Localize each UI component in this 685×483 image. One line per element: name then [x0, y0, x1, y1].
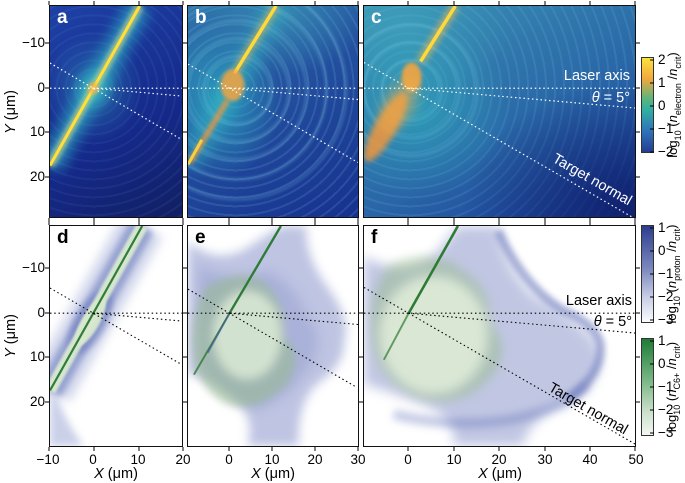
- colorbar-tick-label: −3: [658, 312, 674, 327]
- panel-letter-a: a: [57, 7, 68, 28]
- y-tick-label: 20: [29, 394, 45, 409]
- colorbar-tick-label: −2: [658, 402, 674, 417]
- y-tick-label: −10: [22, 35, 45, 50]
- target-normal-line: [188, 288, 358, 389]
- colorbar-tick-label: 0: [658, 356, 666, 371]
- colorbar-tick-label: −3: [658, 425, 674, 440]
- laser-axis-line: [50, 312, 182, 322]
- y-tick-label: 10: [29, 124, 45, 139]
- colorbar-tick-label: −2: [658, 289, 674, 304]
- carbon-core-cloud: [212, 290, 282, 380]
- x-tick-label: 30: [537, 452, 553, 467]
- colorbar-tick-label: −1: [658, 121, 674, 136]
- laser-axis-line: [188, 312, 358, 326]
- colorbar-tick-label: 2: [658, 52, 666, 67]
- panel-d-art: [50, 226, 182, 446]
- panel-f-ion-heatmap: f: [363, 225, 636, 447]
- colorbar-tick-label: 1: [658, 75, 666, 90]
- wavefront-ripples: [188, 6, 349, 202]
- wavefront-ripples: [364, 22, 480, 158]
- y-tick-label: 0: [37, 80, 45, 95]
- x-tick-label: 10: [264, 452, 280, 467]
- panel-letter-b: b: [195, 7, 207, 28]
- colorbar-label-carbon: log10 (nC6+ /ncrit): [664, 341, 682, 433]
- y-tick-label: 20: [29, 169, 45, 184]
- panel-letter-d: d: [57, 227, 69, 248]
- carbon-core-cloud: [378, 275, 489, 395]
- panel-a-electron-heatmap: a: [49, 5, 183, 218]
- carbon-core-line: [407, 226, 460, 314]
- focus-plasma-blob: [401, 62, 422, 93]
- y-tick-label: 10: [29, 349, 45, 364]
- laser-axis-line: [50, 87, 182, 97]
- colorbar-tick-label: 0: [658, 98, 666, 113]
- colorbar-tick-label: −1: [658, 379, 674, 394]
- annotation-laser-axis-bottom: Laser axis: [565, 293, 632, 309]
- x-tick-label: 40: [582, 452, 598, 467]
- x-tick-label: 50: [628, 452, 644, 467]
- x-tick-label: 30: [350, 452, 366, 467]
- colorbar-proton: [641, 225, 654, 323]
- colorbar-label-electron: log10 (nelectron /ncrit): [665, 52, 683, 158]
- laser-axis-line: [188, 87, 358, 101]
- x-tick-label: 20: [491, 452, 507, 467]
- panel-letter-c: c: [371, 7, 382, 28]
- laser-target-streak: [232, 6, 278, 75]
- colorbar-tick-label: 1: [658, 220, 666, 235]
- panel-letter-e: e: [195, 227, 206, 248]
- colorbar-tick-label: 1: [658, 333, 666, 348]
- x-axis-label-d: X (μm): [94, 466, 138, 482]
- panel-e-art: [188, 226, 358, 446]
- colorbar-tick-label: −1: [658, 266, 674, 281]
- annotation-theta-top: θ = 5°: [591, 90, 630, 106]
- colorbar-tick-label: 0: [658, 243, 666, 258]
- x-tick-label: 0: [404, 452, 412, 467]
- panel-a-art: [50, 6, 182, 172]
- x-tick-label: 0: [225, 452, 233, 467]
- lower-plasma-plume: [364, 92, 408, 162]
- x-tick-label: 0: [89, 452, 97, 467]
- annotation-laser-axis-top: Laser axis: [563, 68, 630, 84]
- x-tick-label: 10: [446, 452, 462, 467]
- focus-plasma-blob: [220, 69, 245, 102]
- panel-e-ion-heatmap: e: [187, 225, 359, 447]
- colorbar-tick-label: −2: [658, 144, 674, 159]
- x-axis-label-e: X (μm): [251, 466, 295, 482]
- panel-b-art: [188, 6, 358, 202]
- target-normal-line: [364, 286, 635, 445]
- carbon-core-line: [228, 226, 282, 314]
- x-axis-label-f: X (μm): [478, 466, 522, 482]
- target-normal-line: [364, 61, 633, 217]
- colorbar-label-proton: log10 (nproton /ncrit): [664, 224, 682, 324]
- panel-f-art: [364, 226, 635, 446]
- proton-front-shell: [493, 229, 605, 404]
- laser-target-streak: [419, 6, 457, 63]
- carbon-core-line: [50, 226, 144, 392]
- colorbar-electron: [641, 57, 654, 153]
- panel-b-electron-heatmap: b: [187, 5, 359, 218]
- panel-letter-f: f: [371, 227, 378, 248]
- x-tick-label: 10: [130, 452, 146, 467]
- colorbar-carbon: [641, 338, 654, 436]
- target-normal-line: [188, 63, 358, 164]
- panel-c-art: [364, 6, 635, 217]
- x-tick-label: 20: [175, 452, 191, 467]
- annotation-theta-bottom: θ = 5°: [593, 314, 632, 330]
- panel-d-ion-heatmap: d: [49, 225, 183, 447]
- y-tick-label: 0: [37, 305, 45, 320]
- panel-c-electron-heatmap: c: [363, 5, 636, 218]
- y-tick-label: −10: [22, 260, 45, 275]
- x-tick-label: −10: [36, 452, 60, 467]
- x-tick-label: 20: [307, 452, 323, 467]
